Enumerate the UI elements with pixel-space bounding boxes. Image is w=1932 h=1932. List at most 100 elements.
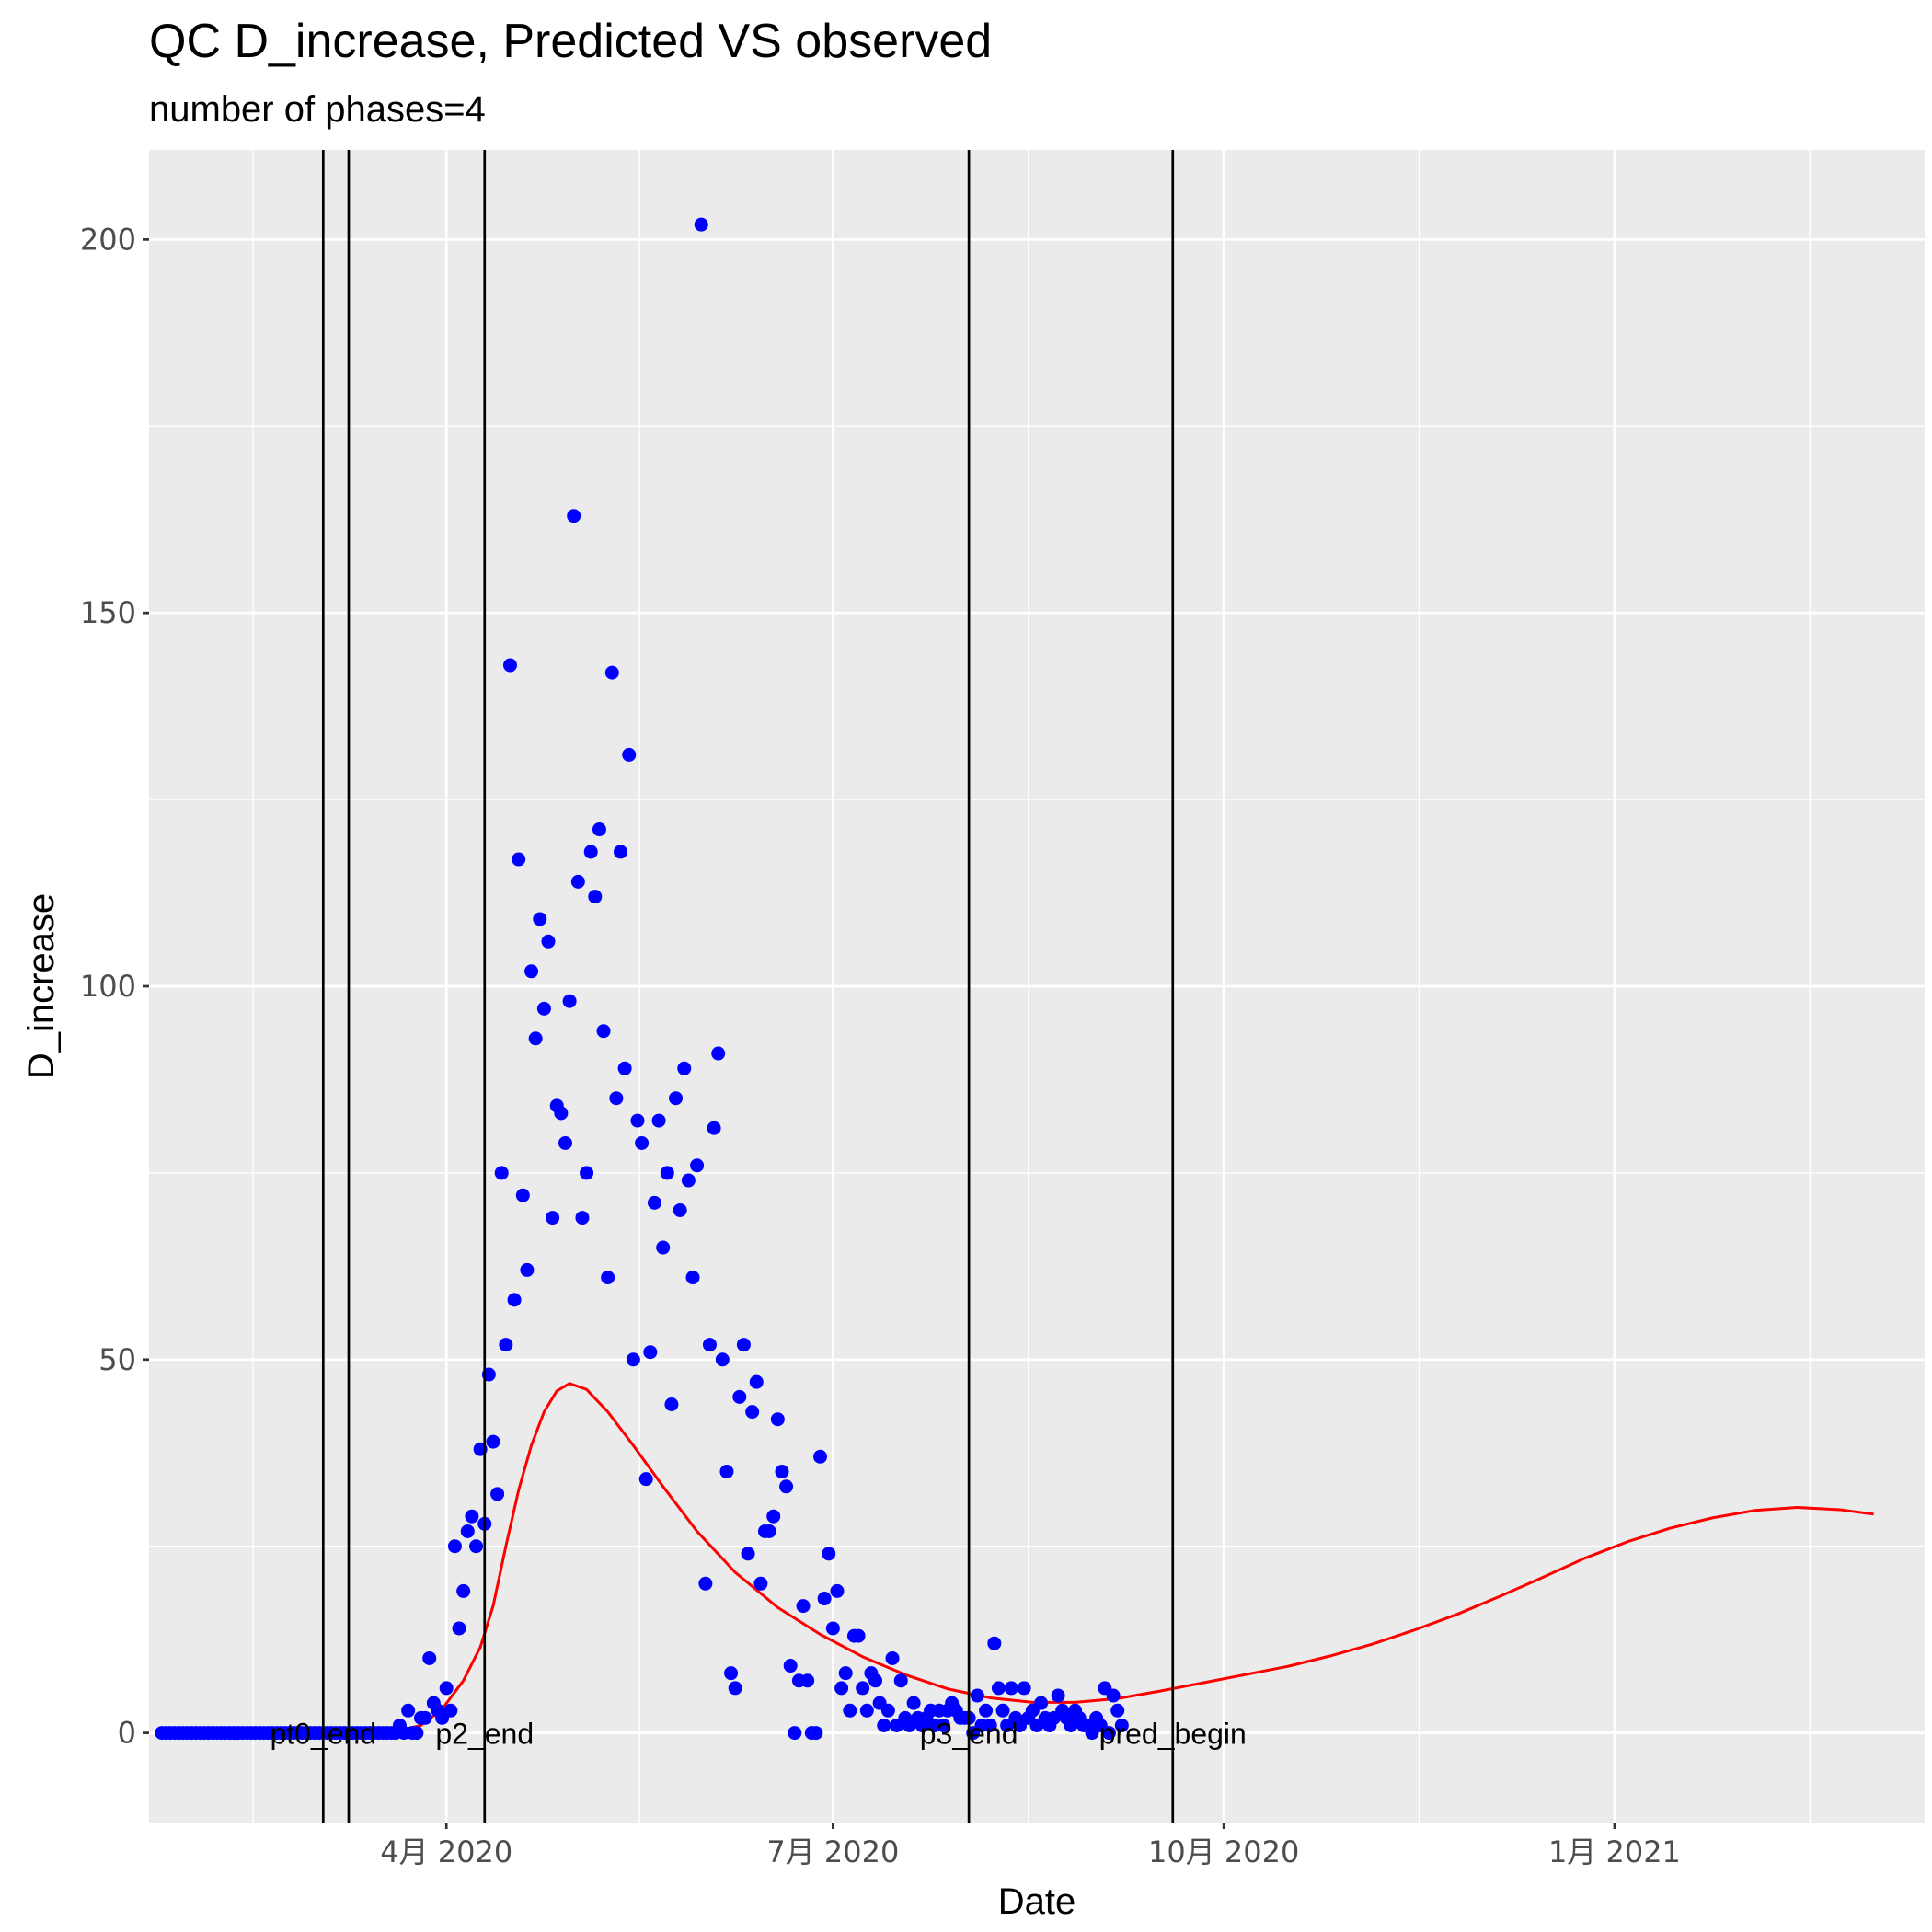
observed-point <box>834 1681 849 1696</box>
observed-point <box>596 1024 611 1039</box>
observed-point <box>460 1524 475 1538</box>
y-tick-label: 150 <box>80 595 136 630</box>
observed-point <box>838 1666 853 1681</box>
observed-point <box>617 1061 632 1075</box>
observed-point <box>906 1696 921 1710</box>
phase-vline-label: pt0_end <box>270 1718 376 1751</box>
chart-title: QC D_increase, Predicted VS observed <box>149 15 992 68</box>
observed-point <box>656 1240 671 1255</box>
observed-point <box>753 1576 768 1591</box>
observed-point <box>1004 1681 1018 1696</box>
observed-point <box>788 1726 802 1741</box>
observed-point <box>893 1673 908 1688</box>
observed-point <box>456 1583 471 1598</box>
observed-point <box>570 874 585 889</box>
grid-lines <box>149 150 1925 1823</box>
x-tick-label: 10月 2020 <box>1148 1834 1299 1869</box>
observed-point <box>779 1479 794 1494</box>
observed-point <box>741 1547 755 1561</box>
observed-point <box>614 845 628 859</box>
observed-point <box>507 1293 522 1307</box>
observed-point <box>1106 1688 1121 1703</box>
x-axis-ticks: 4月 2020 7月 2020 10月 2020 1月 2021 <box>380 1823 1681 1869</box>
observed-point <box>877 1718 891 1732</box>
observed-point <box>830 1583 845 1598</box>
phase-lines: pt0_end p2_end p3_end pred_begin <box>270 150 1247 1823</box>
observed-point <box>669 1091 684 1106</box>
observed-point <box>702 1338 717 1352</box>
observed-point <box>533 912 547 926</box>
observed-point <box>604 665 619 680</box>
observed-point <box>813 1449 828 1464</box>
observed-point <box>885 1650 900 1665</box>
observed-point <box>745 1405 760 1420</box>
observed-point <box>528 1031 543 1046</box>
observed-point <box>1034 1696 1049 1710</box>
observed-point <box>673 1202 687 1217</box>
observed-point <box>1017 1681 1031 1696</box>
observed-point <box>728 1681 742 1696</box>
x-tick-label: 7月 2020 <box>766 1834 899 1869</box>
x-tick-label: 1月 2021 <box>1548 1834 1681 1869</box>
observed-point <box>800 1673 815 1688</box>
observed-point <box>809 1726 823 1741</box>
observed-point <box>736 1338 751 1352</box>
observed-point <box>515 1188 530 1202</box>
observed-point <box>995 1703 1010 1718</box>
predicted-series <box>395 1382 1874 1733</box>
observed-point <box>409 1726 424 1741</box>
observed-point <box>859 1703 874 1718</box>
observed-point <box>1114 1718 1129 1732</box>
observed-point <box>822 1547 836 1561</box>
observed-point <box>494 1166 509 1180</box>
observed-point <box>486 1434 500 1449</box>
observed-point <box>1110 1703 1125 1718</box>
observed-point <box>856 1681 870 1696</box>
observed-point <box>660 1166 674 1180</box>
observed-point <box>575 1211 590 1225</box>
observed-point <box>783 1659 798 1673</box>
observed-point <box>817 1592 832 1606</box>
observed-point <box>465 1509 479 1524</box>
observed-point <box>698 1576 713 1591</box>
observed-point <box>775 1465 789 1479</box>
observed-point <box>677 1061 692 1075</box>
observed-point <box>490 1487 505 1501</box>
observed-point <box>825 1621 840 1636</box>
observed-point <box>520 1262 535 1277</box>
y-tick-label: 50 <box>98 1342 136 1377</box>
observed-point <box>622 747 637 762</box>
observed-point <box>936 1718 950 1732</box>
observed-point <box>685 1271 700 1285</box>
observed-point <box>843 1703 857 1718</box>
observed-point <box>635 1135 650 1150</box>
observed-point <box>694 217 708 232</box>
observed-point <box>580 1166 594 1180</box>
phase-vline-label: p2_end <box>435 1718 534 1751</box>
observed-point <box>630 1113 645 1128</box>
observed-point <box>643 1345 658 1360</box>
observed-point <box>443 1703 458 1718</box>
observed-point <box>469 1539 484 1554</box>
observed-point <box>601 1271 615 1285</box>
y-tick-label: 100 <box>80 969 136 1004</box>
phase-vline-label: p3_end <box>920 1718 1018 1751</box>
observed-point <box>690 1158 705 1173</box>
observed-point <box>554 1106 569 1121</box>
observed-point <box>524 964 539 979</box>
observed-point <box>439 1681 454 1696</box>
observed-point <box>609 1091 624 1106</box>
observed-point <box>638 1472 653 1487</box>
observed-point <box>562 994 577 1008</box>
observed-point <box>719 1465 734 1479</box>
observed-point <box>592 822 606 837</box>
observed-point <box>567 509 581 523</box>
observed-point <box>1051 1688 1065 1703</box>
observed-point <box>732 1389 747 1404</box>
observed-point <box>983 1718 997 1732</box>
chart-subtitle: number of phases=4 <box>149 89 486 130</box>
observed-point <box>991 1681 1006 1696</box>
y-tick-label: 0 <box>118 1716 136 1751</box>
x-tick-label: 4月 2020 <box>380 1834 512 1869</box>
